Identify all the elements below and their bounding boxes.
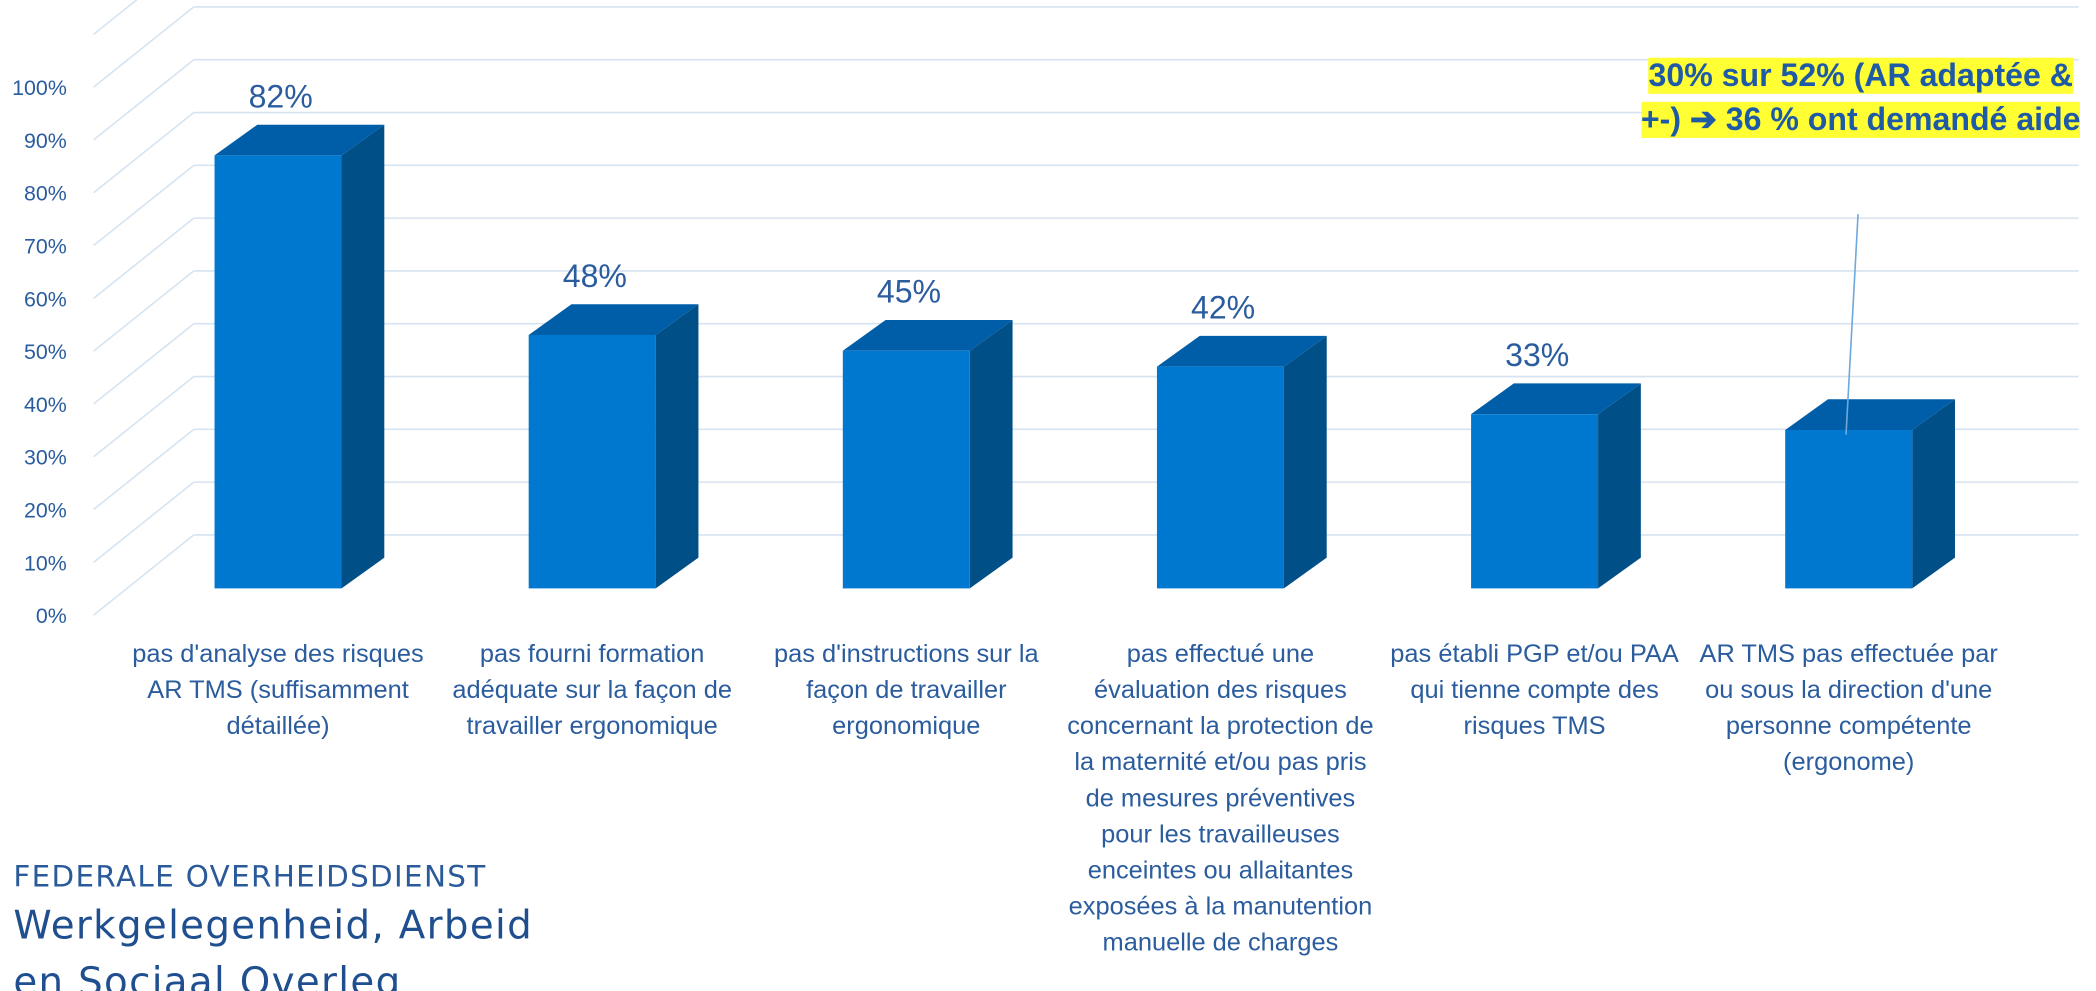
logo-line: Werkgelegenheid, Arbeid: [13, 904, 533, 949]
bar-top: [1785, 399, 1955, 430]
x-tick-label-box: pas d'instructions sur la façon de trava…: [773, 640, 1039, 741]
bar: [528, 334, 656, 589]
x-tick-label-box: pas fourni formation adéquate sur la faç…: [452, 640, 732, 741]
bar: [1785, 430, 1913, 589]
grid-line: [93, 59, 195, 141]
bar-top: [214, 124, 385, 156]
bar-side: [969, 320, 1013, 589]
bar-top: [528, 304, 699, 335]
bar-side: [1283, 335, 1327, 589]
x-tick-label: pas fourni formation adéquate sur la faç…: [452, 640, 732, 741]
x-tick-label-box: pas d'analyse des risques AR TMS (suffis…: [132, 640, 424, 741]
grid-line: [93, 534, 195, 616]
bar: [214, 155, 342, 589]
grid-line: [93, 481, 195, 563]
grid-line: [93, 164, 195, 247]
annotation: 30% sur 52% (AR adaptée & +-) ➔ 36 % ont…: [1633, 54, 2087, 142]
grid-line: [93, 217, 195, 299]
grid-line: [93, 428, 195, 511]
y-tick-label: 10%: [24, 551, 67, 575]
y-tick-label: 30%: [24, 446, 67, 470]
x-tick-label-box: pas effectué une évaluation des risques …: [1067, 640, 1374, 958]
y-tick-label: 0%: [36, 604, 67, 628]
annotation-pointer: [1845, 214, 1859, 435]
value-label: 42%: [1191, 290, 1255, 326]
grid-line: [93, 375, 195, 458]
y-tick-label: 50%: [24, 340, 67, 364]
bar-side: [341, 124, 385, 589]
bar-top: [1471, 383, 1641, 415]
grid-line: [93, 270, 195, 352]
annotation-box: 30% sur 52% (AR adaptée & +-) ➔ 36 % ont…: [1633, 54, 2087, 142]
x-tick-label: AR TMS pas effectuée par ou sous la dire…: [1699, 640, 1998, 777]
grid-line: [93, 6, 195, 88]
x-tick-label: pas d'analyse des risques AR TMS (suffis…: [132, 640, 424, 741]
bar-top: [842, 320, 1013, 351]
x-tick-label: pas d'instructions sur la façon de trava…: [773, 640, 1039, 741]
y-tick-label: 70%: [24, 235, 67, 259]
grid-line: [93, 111, 195, 194]
bar: [1471, 414, 1599, 589]
value-label: 48%: [563, 258, 627, 294]
bar-side: [1912, 399, 1955, 589]
x-tick-label-box: pas établi PGP et/ou PAA qui tienne comp…: [1390, 640, 1679, 741]
grid-line: [93, 323, 195, 405]
value-label: 45%: [877, 274, 941, 310]
y-tick-label: 80%: [24, 182, 67, 206]
logo-line: FEDERALE OVERHEIDSDIENST: [13, 859, 486, 893]
logo-line: en Sociaal Overleg: [13, 960, 401, 991]
y-tick-label: 20%: [24, 499, 67, 523]
bar-side: [655, 304, 699, 589]
annotation-text: 30% sur 52% (AR adaptée & +-) ➔ 36 % ont…: [1640, 57, 2081, 138]
grid: [93, 0, 2079, 616]
y-tick-label: 60%: [24, 287, 67, 311]
value-label: 33%: [1505, 337, 1569, 373]
y-tick-label: 100%: [12, 76, 67, 100]
y-tick-label: 40%: [24, 393, 67, 417]
x-tick-label-box: AR TMS pas effectuée par ou sous la dire…: [1699, 640, 1998, 777]
x-tick-label: pas établi PGP et/ou PAA qui tienne comp…: [1390, 640, 1679, 741]
x-tick-label: pas effectué une évaluation des risques …: [1067, 640, 1374, 958]
wall-edge: [93, 0, 138, 35]
bar: [1156, 366, 1284, 589]
bar-top: [1156, 335, 1327, 367]
bar-side: [1598, 383, 1641, 589]
y-tick-label: 90%: [24, 129, 67, 153]
bar: [842, 350, 970, 589]
value-label: 82%: [249, 78, 313, 114]
